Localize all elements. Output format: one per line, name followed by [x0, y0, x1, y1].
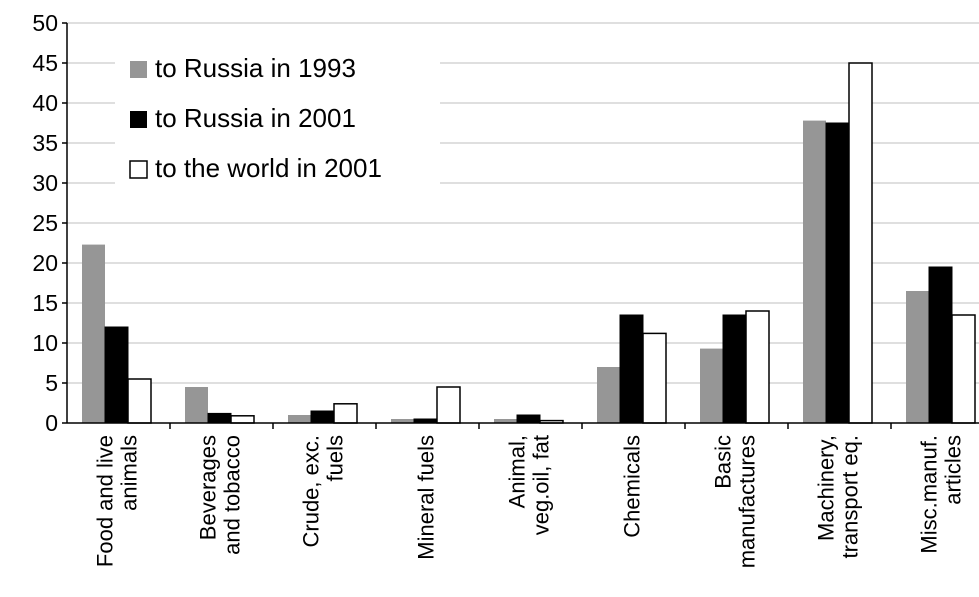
bar-to-russia-in-2001 — [207, 412, 232, 424]
category-label: Basicmanufactures — [711, 435, 760, 568]
y-tick-label: 30 — [32, 170, 58, 196]
bar-to-russia-in-1993 — [185, 387, 208, 423]
bar-to-the-world-in-2001 — [333, 403, 358, 424]
bars — [82, 62, 976, 424]
bar-to-russia-in-1993 — [391, 419, 414, 423]
bar-to-russia-in-2001 — [619, 314, 644, 424]
bar-to-the-world-in-2001 — [642, 332, 667, 424]
bar-to-russia-in-1993 — [700, 348, 723, 423]
category-label: Food and liveanimals — [93, 435, 142, 567]
y-tick-label: 20 — [32, 250, 58, 276]
category-labels: Food and liveanimals Beveragesand tobacco… — [93, 435, 966, 568]
y-tick-label: 35 — [32, 130, 58, 156]
category-label: Misc.manuf.articles — [917, 435, 966, 554]
y-tick-label: 25 — [32, 210, 58, 236]
legend-label: to Russia in 1993 — [155, 53, 356, 83]
category-label: Beveragesand tobacco — [196, 435, 245, 555]
bar-to-the-world-in-2001 — [436, 386, 461, 424]
bar-to-russia-in-2001 — [928, 266, 953, 424]
bar-to-russia-in-1993 — [82, 244, 105, 423]
bar-to-the-world-in-2001 — [127, 378, 152, 424]
y-tick-label: 15 — [32, 290, 58, 316]
category-label: Chemicals — [620, 435, 645, 538]
category-label: Mineral fuels — [414, 435, 439, 560]
bar-to-russia-in-1993 — [597, 367, 620, 423]
bar-to-russia-in-2001 — [825, 122, 850, 424]
legend-swatch — [130, 61, 147, 78]
bar-to-russia-in-2001 — [516, 414, 541, 424]
bar-to-the-world-in-2001 — [951, 314, 976, 424]
bar-to-the-world-in-2001 — [848, 62, 873, 424]
bar-to-russia-in-2001 — [310, 410, 335, 424]
legend-swatch — [130, 111, 147, 128]
legend: to Russia in 1993 to Russia in 2001 to the… — [115, 42, 440, 197]
axes — [62, 22, 979, 429]
bar-to-russia-in-2001 — [104, 326, 129, 424]
bar-to-the-world-in-2001 — [230, 415, 255, 424]
category-label: Crude, exc.fuels — [299, 435, 348, 548]
bar-to-russia-in-1993 — [288, 415, 311, 423]
bar-to-russia-in-2001 — [722, 314, 747, 424]
legend-label: to the world in 2001 — [155, 153, 382, 183]
bar-to-russia-in-1993 — [906, 291, 929, 423]
y-tick-label: 40 — [32, 90, 58, 116]
y-tick-label: 10 — [32, 330, 58, 356]
y-tick-label: 5 — [45, 370, 58, 396]
y-tick-label: 0 — [45, 410, 58, 436]
category-label: Machinery,transport eq. — [814, 435, 863, 559]
bar-to-russia-in-1993 — [803, 120, 826, 423]
legend-label: to Russia in 2001 — [155, 103, 356, 133]
legend-background — [115, 42, 440, 197]
legend-swatch — [129, 160, 148, 179]
y-tick-label: 45 — [32, 50, 58, 76]
y-tick-labels: 0 5 10 15 20 25 30 35 40 45 50 — [32, 10, 58, 436]
bar-to-russia-in-1993 — [494, 419, 517, 423]
bar-to-the-world-in-2001 — [745, 310, 770, 424]
y-tick-label: 50 — [32, 10, 58, 36]
category-label: Animal,veg.oil, fat — [505, 435, 554, 535]
